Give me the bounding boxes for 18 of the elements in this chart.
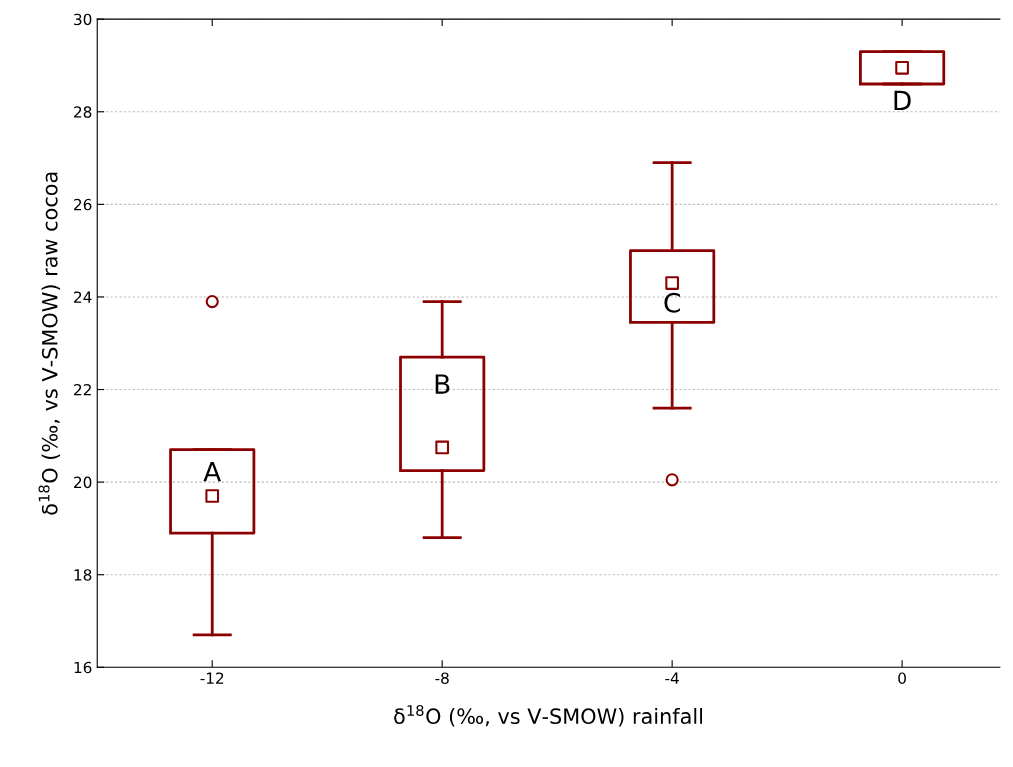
annotation: B (435, 374, 450, 394)
y-tick-label: 24 (74, 291, 92, 303)
x-tick-label: -12 (200, 672, 224, 684)
y-tick-label: 20 (74, 476, 92, 489)
y-tick-label: 30 (74, 13, 92, 26)
x-tick-label: 0 (898, 672, 906, 684)
annotation: C (664, 292, 680, 313)
annotation: D (894, 90, 911, 111)
annotation: A (203, 462, 222, 482)
x-tick-label: -8 (435, 672, 449, 684)
y-tick-label: 18 (74, 569, 92, 581)
y-tick-label: 16 (74, 661, 92, 674)
y-axis-title: δ$^{18}$O (‰, vs V-SMOW) raw cocoa (38, 172, 61, 515)
y-tick-label: 22 (74, 383, 91, 396)
x-tick-label: -4 (665, 672, 679, 684)
x-axis-title: δ$^{18}$O (‰, vs V-SMOW) rainfall (394, 704, 703, 727)
y-tick-label: 28 (74, 106, 92, 118)
y-tick-label: 26 (74, 198, 92, 211)
